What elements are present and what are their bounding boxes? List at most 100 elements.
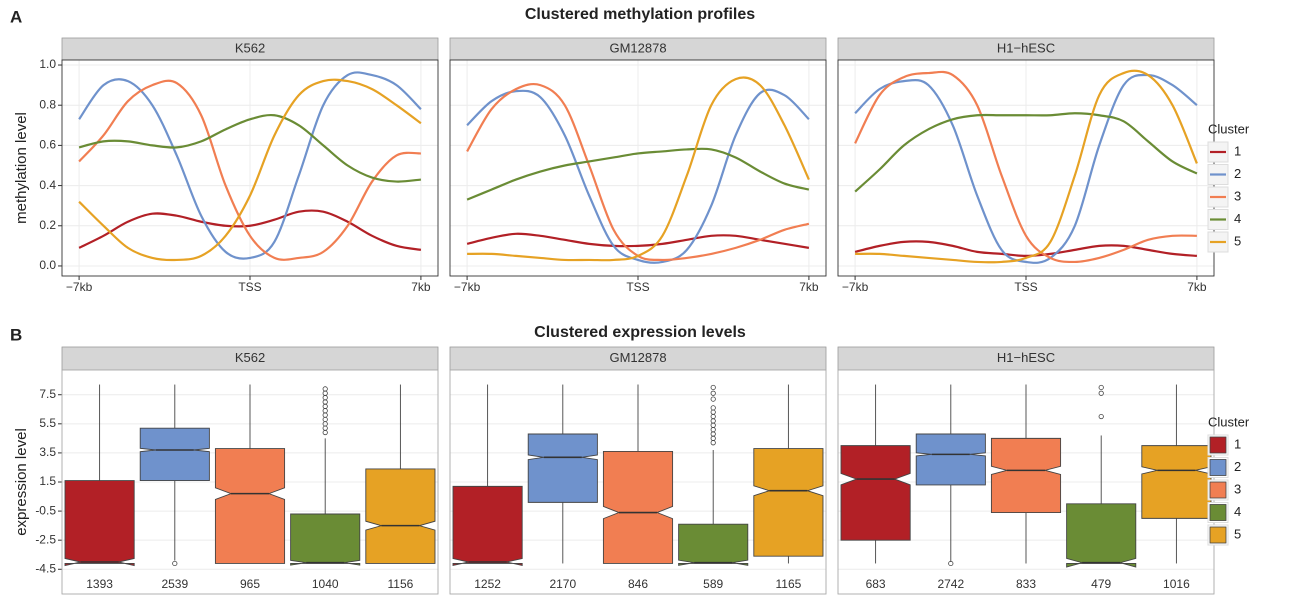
line-series	[467, 76, 810, 262]
panel-border	[449, 369, 827, 595]
count-label: 833	[1016, 577, 1036, 591]
outlier	[948, 560, 954, 567]
line-series	[466, 232, 810, 249]
facet-label: GM12878	[609, 350, 666, 365]
y-axis-label: methylation level	[13, 112, 30, 224]
legend-label: 3	[1234, 481, 1241, 496]
x-tick-label: TSS	[626, 280, 649, 294]
outlier	[1098, 413, 1104, 420]
legend-label: 4	[1234, 211, 1241, 226]
panel-label: A	[10, 7, 22, 26]
x-tick-label: TSS	[238, 280, 261, 294]
y-tick-label: 0.4	[39, 178, 56, 192]
legend-label: 4	[1234, 504, 1241, 519]
x-tick-label: TSS	[1014, 280, 1037, 294]
y-tick-label: 0.0	[39, 258, 56, 272]
line-series	[78, 113, 422, 183]
legend-label: 2	[1234, 166, 1241, 181]
count-label: 846	[628, 577, 648, 591]
box	[365, 468, 436, 564]
x-tick-label: 7kb	[799, 280, 819, 294]
box	[139, 427, 210, 481]
legend-title: Cluster	[1208, 414, 1250, 429]
box	[990, 437, 1062, 513]
legend-label: 5	[1234, 233, 1241, 248]
line-series	[466, 147, 810, 201]
legend-label: 5	[1234, 526, 1241, 541]
box	[1066, 503, 1137, 568]
facet-label: H1−hESC	[997, 40, 1055, 55]
y-tick-label: 1.0	[39, 57, 56, 71]
outlier	[322, 386, 328, 392]
x-tick-label: −7kb	[454, 280, 481, 294]
box	[527, 433, 598, 503]
x-tick-label: −7kb	[842, 280, 869, 294]
panel-border	[449, 59, 827, 277]
count-label: 1040	[312, 577, 339, 591]
line-series	[855, 69, 1198, 264]
line-series	[78, 71, 422, 260]
count-label: 683	[866, 577, 886, 591]
outlier	[172, 560, 178, 567]
y-tick-label: 5.5	[39, 416, 56, 430]
count-label: 2742	[937, 577, 964, 591]
legend-swatch	[1209, 526, 1227, 544]
count-label: 965	[240, 577, 260, 591]
outlier	[1098, 390, 1104, 396]
chart-title: Clustered methylation profiles	[525, 6, 755, 23]
legend-title: Cluster	[1208, 121, 1250, 136]
y-tick-label: -4.5	[35, 561, 56, 575]
y-tick-label: 0.8	[39, 97, 56, 111]
legend-swatch	[1209, 436, 1227, 454]
y-tick-label: -0.5	[35, 503, 56, 517]
facet-label: K562	[235, 40, 265, 55]
line-series	[854, 73, 1198, 264]
legend-label: 1	[1234, 436, 1241, 451]
box	[753, 448, 824, 557]
facet-label: GM12878	[609, 40, 666, 55]
x-tick-label: −7kb	[66, 280, 93, 294]
legend-swatch	[1209, 481, 1227, 499]
box	[840, 445, 911, 541]
count-label: 479	[1091, 577, 1111, 591]
box	[678, 523, 749, 566]
count-label: 1165	[775, 577, 801, 591]
facet-label: K562	[235, 350, 265, 365]
line-series	[78, 209, 422, 251]
outlier	[710, 384, 716, 391]
outlier	[710, 405, 716, 411]
line-series	[78, 79, 421, 261]
box	[602, 451, 674, 564]
legend-swatch	[1209, 504, 1227, 521]
count-label: 1156	[387, 577, 413, 591]
y-tick-label: 3.5	[39, 445, 56, 459]
line-series	[466, 88, 810, 264]
legend-label: 1	[1234, 143, 1241, 158]
count-label: 1016	[1163, 577, 1190, 591]
panel-label: B	[10, 325, 22, 344]
line-series	[854, 240, 1198, 258]
count-label: 1252	[474, 577, 501, 591]
outlier	[710, 396, 716, 402]
x-tick-label: 7kb	[411, 280, 431, 294]
count-label: 2539	[161, 577, 188, 591]
outlier	[1098, 384, 1104, 391]
box	[915, 433, 986, 486]
line-series	[854, 112, 1198, 193]
legend-label: 2	[1234, 459, 1241, 474]
box	[452, 485, 523, 567]
panel-border	[61, 59, 439, 277]
count-label: 1393	[86, 577, 113, 591]
y-tick-label: -2.5	[35, 532, 56, 546]
legend-label: 3	[1234, 188, 1241, 203]
y-tick-label: 1.5	[39, 474, 56, 488]
y-tick-label: 0.2	[39, 218, 56, 232]
box	[64, 480, 135, 567]
y-tick-label: 7.5	[39, 387, 56, 401]
box	[214, 448, 286, 564]
y-axis-label: expression level	[13, 428, 30, 536]
x-tick-label: 7kb	[1187, 280, 1207, 294]
line-series	[78, 78, 422, 262]
box	[290, 513, 361, 566]
